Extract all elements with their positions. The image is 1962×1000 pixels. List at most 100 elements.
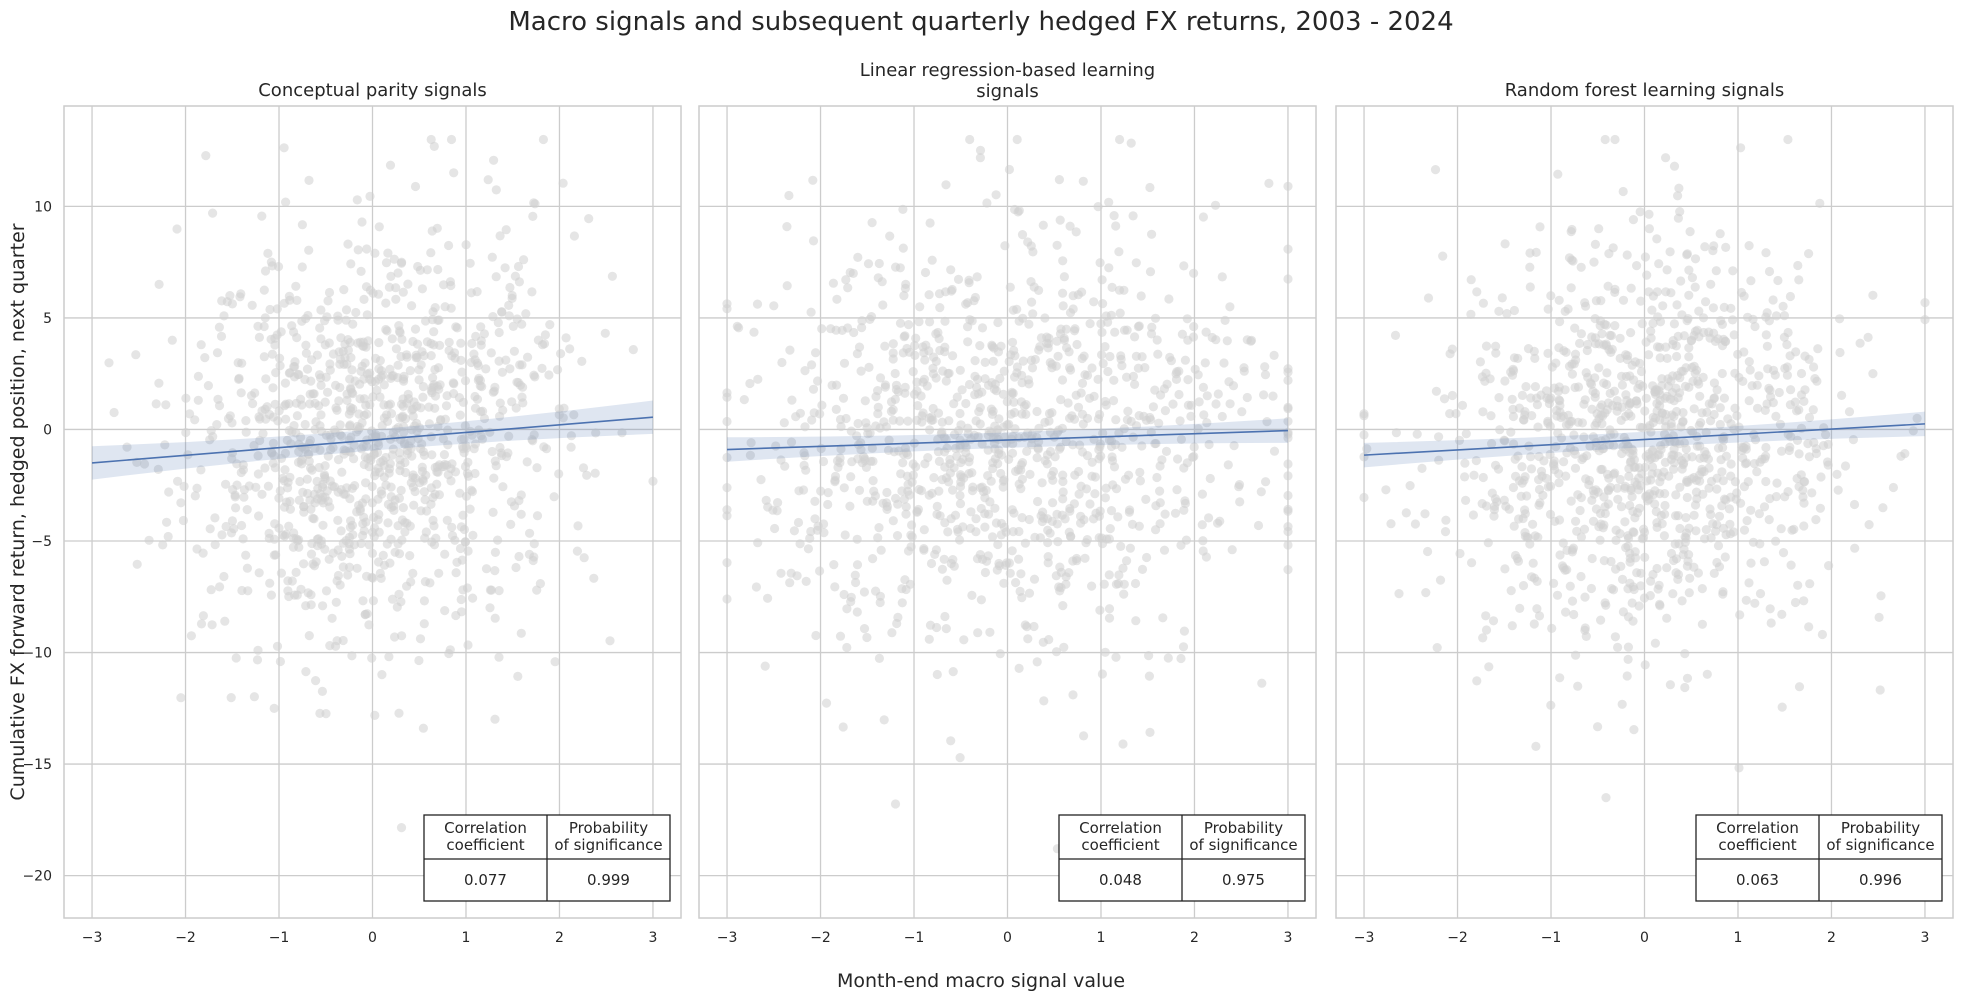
scatter-point [1584,475,1595,486]
scatter-point [1146,329,1157,339]
y-tick-label: 0 [43,422,52,438]
scatter-point [1152,472,1162,483]
scatter-point [295,476,305,487]
scatter-point [1260,370,1271,380]
scatter-point [1648,318,1658,328]
scatter-point [923,453,933,463]
scatter-point [948,555,958,565]
scatter-point [801,576,811,587]
scatter-point [456,338,466,348]
scatter-point [1570,449,1580,459]
scatter-point [242,505,252,515]
scatter-point [333,455,344,465]
scatter-point [1822,457,1833,467]
scatter-point [396,485,406,495]
scatter-point [1283,459,1293,469]
scatter-point [395,413,405,423]
scatter-point [506,497,516,507]
scatter-point [1713,334,1723,344]
scatter-point [527,287,537,297]
scatter-point [1509,521,1519,531]
scatter-point [347,388,357,398]
scatter-point [364,620,374,630]
scatter-point [799,460,809,470]
scatter-point [1647,462,1658,472]
scatter-point [1109,211,1119,221]
scatter-point [1835,314,1845,324]
scatter-point [379,400,389,410]
scatter-point [1576,262,1586,272]
scatter-point [569,231,580,241]
scatter-point [379,472,389,482]
scatter-point [912,506,922,516]
scatter-point [1623,654,1633,665]
scatter-point [1095,605,1105,615]
scatter-point [1657,519,1667,529]
scatter-point [1217,272,1227,282]
scatter-point [925,425,935,435]
scatter-point [955,499,966,509]
scatter-point [1137,441,1147,451]
scatter-point [1550,516,1560,527]
scatter-point [856,445,866,455]
scatter-point [1561,347,1571,357]
scatter-point [1020,538,1030,548]
scatter-point [421,316,431,326]
scatter-point [918,377,928,387]
scatter-point [181,427,191,438]
scatter-point [1109,375,1119,385]
scatter-point [1186,400,1196,410]
scatter-point [932,501,942,511]
scatter-point [607,271,618,281]
scatter-point [1807,488,1817,498]
scatter-point [1521,382,1531,392]
scatter-point [795,408,806,418]
scatter-point [1122,415,1132,425]
scatter-point [220,616,230,626]
scatter-point [266,590,276,600]
scatter-point [491,461,501,471]
scatter-point [862,632,872,643]
scatter-point [415,478,425,488]
scatter-point [1780,363,1790,373]
scatter-point [566,442,576,452]
scatter-point [1234,482,1244,492]
scatter-point [1638,533,1649,543]
scatter-point [939,554,949,564]
scatter-point [1611,535,1621,546]
scatter-point [318,601,328,611]
regression-line [91,416,654,464]
scatter-point [1671,490,1681,500]
scatter-point [1799,396,1809,406]
scatter-point [1065,221,1075,231]
scatter-point [1198,546,1208,556]
scatter-point [841,275,851,285]
scatter-point [347,651,357,661]
scatter-point [937,427,947,437]
scatter-point [977,387,987,397]
table-value: 0.048 [1099,871,1142,889]
scatter-point [440,549,450,559]
scatter-point [323,451,333,461]
scatter-point [1466,275,1476,285]
scatter-point [1237,407,1247,417]
scatter-point [1189,268,1199,278]
scatter-point [1661,342,1671,352]
scatter-point [259,352,269,362]
scatter-point [416,506,426,516]
scatter-point [1131,616,1141,626]
scatter-point [1811,515,1821,525]
scatter-point [1055,442,1066,452]
scatter-point [193,395,203,405]
scatter-point [1484,662,1494,672]
scatter-point [898,458,908,468]
scatter-point [841,413,851,424]
scatter-point [370,710,380,721]
scatter-point [487,446,497,457]
scatter-point [1532,400,1542,410]
scatter-point [398,503,408,513]
scatter-point [151,399,161,409]
scatter-point [1220,315,1230,325]
panel-title: Linear regression-based learning [860,60,1155,81]
scatter-point [1242,392,1252,403]
